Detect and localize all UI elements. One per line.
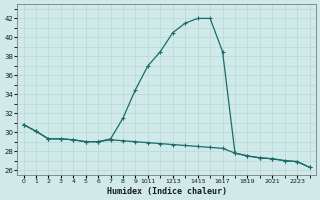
X-axis label: Humidex (Indice chaleur): Humidex (Indice chaleur) [107,187,227,196]
